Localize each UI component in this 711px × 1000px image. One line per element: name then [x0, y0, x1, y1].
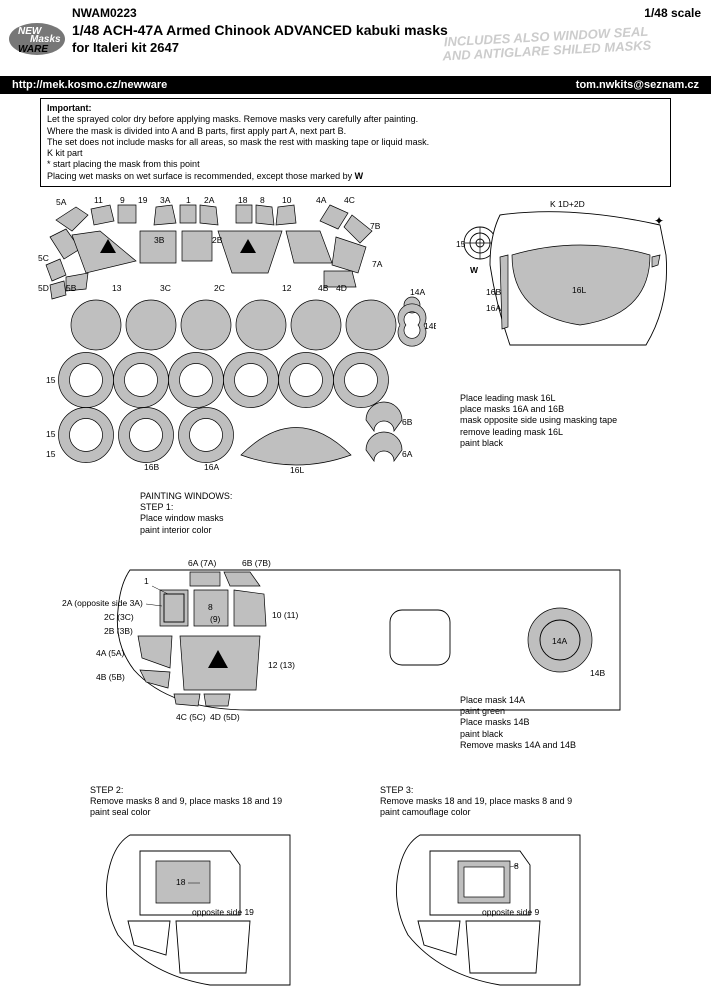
svg-text:16A: 16A [486, 303, 501, 313]
svg-text:15: 15 [46, 449, 56, 459]
header: NEW Masks WARE NWAM0223 1/48 scale 1/48 … [0, 0, 711, 92]
important-line: Placing wet masks on wet surface is reco… [47, 171, 664, 182]
svg-text:6B (7B): 6B (7B) [242, 558, 271, 568]
windows-right-text: Place mask 14A paint green Place masks 1… [460, 695, 670, 751]
watermark: INCLUDES ALSO WINDOW SEAL AND ANTIGLARE … [441, 25, 651, 64]
svg-text:1: 1 [186, 195, 191, 205]
important-box: Important: Let the sprayed color dry bef… [40, 98, 671, 187]
svg-text:15: 15 [456, 239, 466, 249]
important-line: Let the sprayed color dry before applyin… [47, 114, 664, 125]
svg-text:6B: 6B [402, 417, 413, 427]
svg-text:15: 15 [46, 429, 56, 439]
svg-text:14A: 14A [410, 287, 425, 297]
svg-text:14B: 14B [424, 321, 436, 331]
step3-diagram: 8 opposite side 9 [360, 825, 590, 995]
step3-text: STEP 3: Remove masks 18 and 19, place ma… [380, 785, 660, 819]
svg-text:2A: 2A [204, 195, 215, 205]
nose-diagram: K 1D+2D 15 W 16B 16A 16L ✦ [450, 195, 680, 425]
svg-text:19: 19 [138, 195, 148, 205]
svg-text:16L: 16L [290, 465, 304, 475]
svg-text:5C: 5C [38, 253, 49, 263]
svg-text:13: 13 [112, 283, 122, 293]
svg-text:5D: 5D [38, 283, 49, 293]
email: tom.nwkits@seznam.cz [576, 79, 699, 91]
svg-text:12 (13): 12 (13) [268, 660, 295, 670]
svg-text:opposite side 9: opposite side 9 [482, 907, 539, 917]
svg-text:✦: ✦ [654, 214, 664, 228]
svg-text:7B: 7B [370, 221, 381, 231]
svg-text:4C (5C): 4C (5C) [176, 712, 206, 722]
svg-text:4D: 4D [336, 283, 347, 293]
svg-text:16L: 16L [572, 285, 586, 295]
svg-text:15: 15 [46, 375, 56, 385]
svg-text:1: 1 [144, 576, 149, 586]
svg-text:10 (11): 10 (11) [272, 610, 298, 620]
svg-text:WARE: WARE [18, 44, 48, 55]
svg-text:14A: 14A [552, 636, 567, 646]
svg-text:7A: 7A [372, 259, 383, 269]
svg-text:4C: 4C [344, 195, 355, 205]
subtitle: for Italeri kit 2647 [72, 40, 179, 55]
svg-text:2B (3B): 2B (3B) [104, 626, 133, 636]
svg-text:2C (3C): 2C (3C) [104, 612, 134, 622]
svg-text:9: 9 [120, 195, 125, 205]
svg-text:8: 8 [260, 195, 265, 205]
product-id: NWAM0223 [72, 6, 137, 20]
painting-windows-title: PAINTING WINDOWS: STEP 1: Place window m… [140, 491, 232, 536]
svg-text:16B: 16B [144, 462, 159, 472]
svg-text:16A: 16A [204, 462, 219, 472]
svg-text:W: W [470, 265, 479, 275]
contact-bar: http://mek.kosmo.cz/newware tom.nwkits@s… [0, 76, 711, 94]
important-line: K kit part [47, 148, 664, 159]
svg-text:opposite side 19: opposite side 19 [192, 907, 254, 917]
title: 1/48 ACH-47A Armed Chinook ADVANCED kabu… [72, 22, 448, 38]
step2-diagram: 18 opposite side 19 [70, 825, 300, 995]
svg-text:18: 18 [238, 195, 248, 205]
svg-text:18: 18 [176, 877, 186, 887]
logo: NEW Masks WARE [8, 20, 66, 58]
svg-text:4A (5A): 4A (5A) [96, 648, 125, 658]
important-line: Where the mask is divided into A and B p… [47, 126, 664, 137]
svg-text:2B: 2B [212, 235, 223, 245]
svg-text:K 1D+2D: K 1D+2D [550, 199, 585, 209]
svg-text:2C: 2C [214, 283, 225, 293]
svg-text:5B: 5B [66, 283, 77, 293]
svg-text:3A: 3A [160, 195, 171, 205]
svg-text:4D (5D): 4D (5D) [210, 712, 240, 722]
svg-text:6A (7A): 6A (7A) [188, 558, 217, 568]
svg-text:6A: 6A [402, 449, 413, 459]
important-line: The set does not include masks for all a… [47, 137, 664, 148]
nose-text: Place leading mask 16L place masks 16A a… [460, 393, 680, 449]
svg-text:11: 11 [94, 195, 103, 205]
svg-text:3C: 3C [160, 283, 171, 293]
svg-text:3B: 3B [154, 235, 165, 245]
svg-text:14B: 14B [590, 668, 605, 678]
important-line: * start placing the mask from this point [47, 159, 664, 170]
svg-text:4A: 4A [316, 195, 327, 205]
svg-text:2A (opposite side 3A): 2A (opposite side 3A) [62, 598, 143, 608]
svg-text:12: 12 [282, 283, 292, 293]
svg-text:10: 10 [282, 195, 292, 205]
step2-text: STEP 2: Remove masks 8 and 9, place mask… [90, 785, 350, 819]
svg-text:16B: 16B [486, 287, 501, 297]
url: http://mek.kosmo.cz/newware [12, 79, 167, 91]
important-title: Important: [47, 103, 664, 114]
svg-text:5A: 5A [56, 197, 67, 207]
svg-text:4B: 4B [318, 283, 329, 293]
svg-text:(9): (9) [210, 614, 221, 624]
scale: 1/48 scale [644, 6, 701, 20]
svg-text:4B (5B): 4B (5B) [96, 672, 125, 682]
svg-text:8: 8 [208, 602, 213, 612]
mask-sheet-diagram: 5A 11 9 19 3A 1 2A 18 8 10 4A 4C 3B 2B 7… [36, 195, 436, 485]
